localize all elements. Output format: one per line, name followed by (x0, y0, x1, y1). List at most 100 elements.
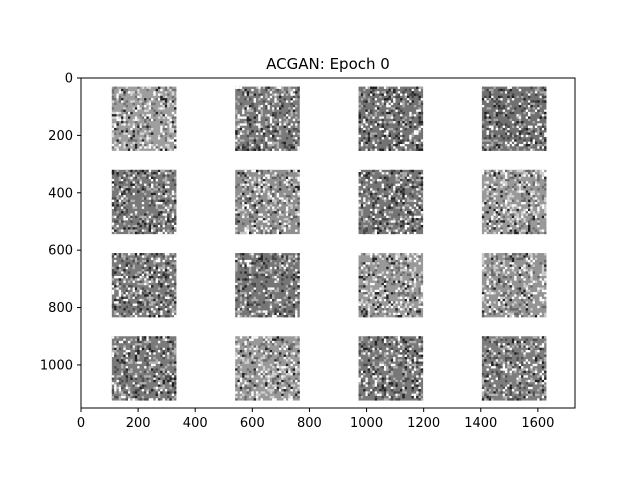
pixel (290, 181, 293, 184)
pixel (418, 253, 421, 256)
pixel (255, 188, 259, 191)
pixel (507, 289, 510, 293)
pixel (281, 278, 284, 281)
pixel (144, 188, 147, 191)
pixel (265, 102, 268, 106)
pixel (537, 231, 540, 235)
pixel (290, 93, 293, 96)
pixel (416, 315, 419, 318)
pixel (272, 379, 275, 383)
pixel (148, 292, 152, 295)
pixel (162, 174, 165, 177)
pixel (511, 95, 515, 99)
pixel (528, 172, 531, 175)
pixel (244, 379, 247, 383)
pixel (157, 379, 161, 383)
pixel (402, 229, 405, 232)
pixel (267, 336, 270, 339)
pixel (372, 389, 375, 392)
pixel (381, 197, 384, 200)
pixel (246, 368, 250, 371)
pixel (164, 144, 168, 147)
pixel (539, 91, 542, 94)
pixel (525, 303, 529, 306)
pixel (358, 121, 361, 124)
pixel (139, 301, 142, 304)
pixel (130, 199, 133, 203)
pixel (281, 391, 284, 394)
pixel (288, 179, 291, 182)
pixel (267, 201, 270, 205)
pixel (544, 132, 547, 135)
sample-panel-6 (235, 169, 300, 235)
pixel (537, 88, 540, 92)
pixel (544, 91, 547, 94)
pixel (402, 118, 405, 122)
pixel (367, 370, 371, 374)
pixel (409, 354, 412, 357)
pixel (537, 199, 540, 203)
pixel (516, 199, 519, 203)
pixel (514, 141, 517, 145)
pixel (281, 262, 284, 265)
pixel (541, 100, 545, 103)
pixel (534, 183, 538, 186)
pixel (267, 345, 270, 348)
pixel (139, 347, 142, 351)
pixel (111, 289, 115, 293)
pixel (148, 343, 152, 346)
pixel (541, 114, 545, 117)
pixel (169, 88, 172, 92)
pixel (386, 266, 389, 270)
pixel (418, 107, 421, 110)
pixel (148, 315, 152, 318)
pixel (164, 269, 168, 272)
pixel (116, 312, 119, 316)
pixel (518, 257, 522, 260)
pixel (146, 340, 149, 344)
pixel (114, 116, 117, 119)
pixel (393, 100, 396, 103)
pixel (121, 188, 124, 191)
pixel (295, 253, 298, 256)
pixel (139, 179, 142, 182)
pixel (484, 257, 487, 260)
pixel (372, 231, 375, 235)
pixel (530, 174, 533, 177)
pixel (246, 204, 250, 207)
pixel (157, 294, 161, 297)
pixel (376, 377, 380, 380)
pixel (376, 139, 380, 142)
pixel (160, 312, 163, 316)
pixel (253, 169, 256, 173)
pixel (151, 398, 154, 401)
pixel (502, 276, 505, 279)
pixel (541, 146, 545, 149)
pixel (404, 368, 407, 371)
pixel (498, 301, 501, 304)
pixel (174, 139, 177, 142)
pixel (532, 183, 535, 186)
pixel (491, 144, 494, 147)
pixel (132, 347, 135, 351)
pixel (488, 271, 492, 274)
pixel (413, 132, 417, 135)
pixel (386, 179, 389, 182)
pixel (486, 144, 489, 147)
pixel (251, 190, 254, 193)
pixel (114, 197, 117, 200)
pixel (404, 347, 407, 351)
pixel (151, 107, 154, 110)
pixel (269, 118, 273, 122)
pixel (374, 231, 378, 235)
pixel (367, 273, 371, 277)
pixel (363, 280, 366, 283)
pixel (509, 280, 512, 283)
pixel (413, 231, 417, 235)
pixel (370, 192, 373, 196)
pixel (162, 213, 165, 216)
pixel (251, 222, 254, 225)
pixel (502, 169, 505, 173)
pixel (365, 391, 368, 394)
pixel (164, 192, 168, 196)
